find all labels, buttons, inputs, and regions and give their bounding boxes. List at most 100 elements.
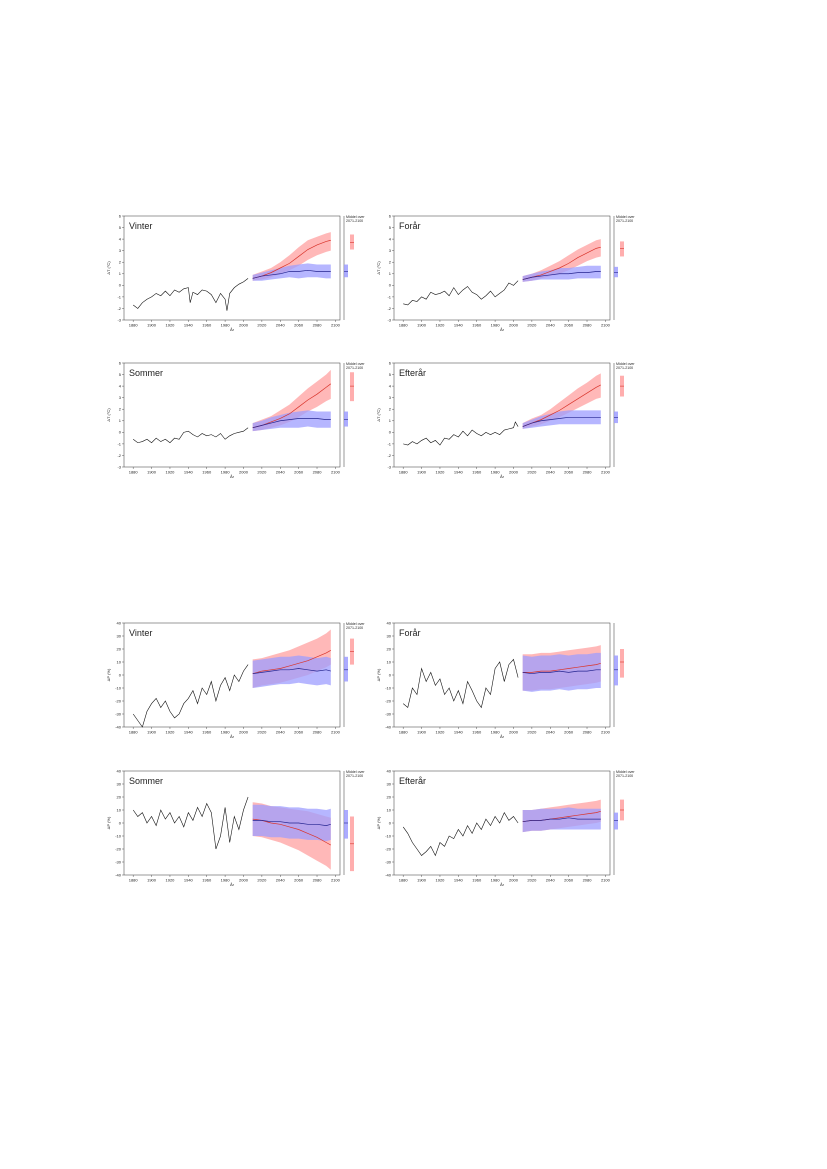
x-tick-label: 1980 xyxy=(491,878,501,883)
high-scenario-range-bar xyxy=(350,234,354,250)
low-scenario-range-bar xyxy=(344,810,348,839)
y-tick-label: 0 xyxy=(119,430,122,435)
x-tick-label: 1940 xyxy=(184,323,194,328)
x-tick-label: 1960 xyxy=(472,323,482,328)
side-label-line1: Middel over xyxy=(616,770,635,774)
observed-line xyxy=(402,811,519,857)
x-tick-label: 1940 xyxy=(454,470,464,475)
x-tick-label: 2100 xyxy=(331,323,341,328)
y-tick-label: 6 xyxy=(389,213,392,218)
x-tick-label: 2080 xyxy=(313,730,323,735)
high-scenario-band xyxy=(252,232,331,281)
x-tick-label: 1920 xyxy=(166,323,176,328)
y-tick-label: -40 xyxy=(115,872,122,877)
x-tick-label: 1880 xyxy=(129,470,139,475)
high-scenario-range-bar xyxy=(350,372,354,402)
y-tick-label: -40 xyxy=(385,872,392,877)
chart-svg: Sommer -3 -2 -1 0 1 2 3 4 5 6 1880 1900 1920 1940 1960 1… xyxy=(106,360,365,479)
y-tick-label: 6 xyxy=(119,213,122,218)
y-tick-label: 10 xyxy=(117,659,122,664)
plot-frame xyxy=(123,215,341,321)
x-tick-label: 2040 xyxy=(546,470,556,475)
x-tick-label: 2060 xyxy=(294,730,304,735)
low-scenario-range-bar xyxy=(614,266,618,278)
x-tick-label: 1900 xyxy=(417,323,427,328)
y-tick-label: 5 xyxy=(119,372,122,377)
y-axis-label: ΔP (%) xyxy=(106,668,111,681)
side-label-line2: 2071-2100 xyxy=(346,219,363,223)
plot-frame xyxy=(123,362,341,468)
y-tick-label: -2 xyxy=(117,306,121,311)
high-scenario-line xyxy=(522,246,601,280)
observed-line xyxy=(403,421,519,446)
y-tick-label: -20 xyxy=(115,846,122,851)
x-tick-label: 1880 xyxy=(399,878,409,883)
x-tick-label: 1900 xyxy=(417,878,427,883)
y-axis-label: ΔT (°C) xyxy=(376,261,381,275)
x-axis-label: År xyxy=(500,327,505,332)
y-tick-label: 5 xyxy=(389,225,392,230)
y-tick-label: -20 xyxy=(385,846,392,851)
side-label-line2: 2071-2100 xyxy=(616,219,633,223)
x-tick-label: 2000 xyxy=(239,730,249,735)
y-tick-label: -3 xyxy=(387,317,391,322)
y-tick-label: 3 xyxy=(389,248,392,253)
x-tick-label: 1980 xyxy=(491,730,501,735)
x-tick-label: 1900 xyxy=(417,730,427,735)
x-tick-label: 2040 xyxy=(546,323,556,328)
x-tick-label: 1980 xyxy=(221,323,231,328)
x-tick-label: 2100 xyxy=(601,878,611,883)
observed-line xyxy=(133,278,249,311)
y-tick-label: -1 xyxy=(117,441,121,446)
y-tick-label: 10 xyxy=(387,807,392,812)
y-tick-label: 40 xyxy=(387,768,392,773)
low-scenario-band xyxy=(252,410,331,432)
x-tick-label: 1960 xyxy=(202,878,212,883)
x-tick-label: 2100 xyxy=(601,730,611,735)
high-scenario-range-bar xyxy=(620,241,624,257)
y-tick-label: 4 xyxy=(389,237,392,242)
y-tick-label: -20 xyxy=(385,698,392,703)
x-tick-label: 1960 xyxy=(472,878,482,883)
chart-svg: Forår -3 -2 -1 0 1 2 3 4 5 6 1880 1900 1920 1940 1960 19… xyxy=(376,213,635,332)
high-scenario-line xyxy=(252,383,332,429)
high-scenario-line xyxy=(252,239,331,279)
y-tick-label: -10 xyxy=(115,685,122,690)
x-tick-label: 2060 xyxy=(564,470,574,475)
y-axis-label: ΔT (°C) xyxy=(106,261,111,275)
x-tick-label: 1960 xyxy=(202,470,212,475)
y-tick-label: -10 xyxy=(385,833,392,838)
y-tick-label: -1 xyxy=(387,294,391,299)
x-tick-label: 2000 xyxy=(239,878,249,883)
x-tick-label: 1900 xyxy=(147,730,157,735)
x-tick-label: 1960 xyxy=(202,730,212,735)
y-tick-label: 0 xyxy=(119,672,122,677)
chart-svg: Efterår -40 -30 -20 -10 0 10 20 30 40 1880 1900 1920… xyxy=(376,768,635,887)
x-tick-label: 2040 xyxy=(276,323,286,328)
x-tick-label: 1980 xyxy=(491,470,501,475)
y-axis-label: ΔP (%) xyxy=(376,816,381,829)
x-axis-label: År xyxy=(230,734,235,739)
x-tick-label: 1900 xyxy=(417,470,427,475)
x-tick-label: 1980 xyxy=(221,470,231,475)
x-tick-label: 2060 xyxy=(294,878,304,883)
y-tick-label: -1 xyxy=(387,441,391,446)
low-scenario-line xyxy=(252,418,331,429)
low-scenario-line xyxy=(252,820,331,826)
y-tick-label: 0 xyxy=(389,430,392,435)
x-tick-label: 1920 xyxy=(436,470,446,475)
panel-winter-temperature: Vinter -3 -2 -1 0 1 2 3 4 5 6 1880 1900 1920 1940 1960 1… xyxy=(100,208,390,343)
observed-line xyxy=(133,427,249,444)
side-label-line1: Middel over xyxy=(346,622,365,626)
x-tick-label: 1980 xyxy=(221,878,231,883)
x-tick-label: 2020 xyxy=(257,730,267,735)
side-label-line1: Middel over xyxy=(346,215,365,219)
low-scenario-line xyxy=(522,416,601,427)
x-tick-label: 2060 xyxy=(294,323,304,328)
y-tick-label: 3 xyxy=(389,395,392,400)
high-scenario-range-bar xyxy=(620,649,624,678)
panel-autumn-temperature: Efterår -3 -2 -1 0 1 2 3 4 5 6 1880 1900 1920 1940 1960… xyxy=(370,355,660,490)
y-tick-label: 0 xyxy=(389,283,392,288)
side-label-line2: 2071-2100 xyxy=(346,366,363,370)
x-axis-label: År xyxy=(230,474,235,479)
